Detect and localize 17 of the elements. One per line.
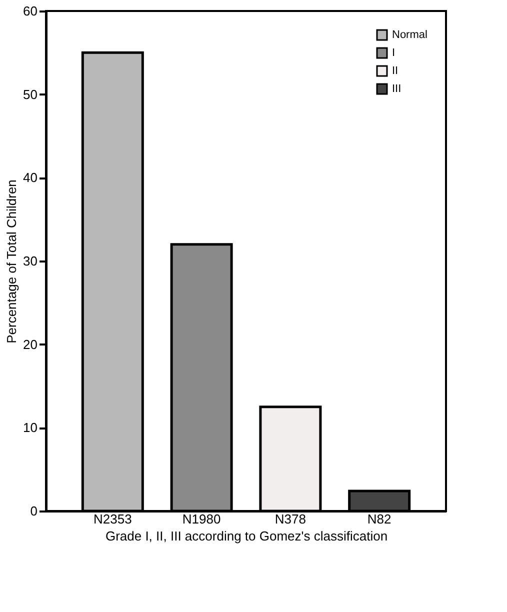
y-tick-label: 0 (30, 504, 38, 518)
legend-label: Normal (392, 29, 428, 41)
x-tick-label: N1980 (182, 512, 221, 526)
legend-label: II (392, 65, 398, 77)
legend-label: III (392, 83, 402, 95)
y-axis-title: Percentage of Total Children (4, 180, 20, 344)
x-tick-label: N2353 (94, 512, 132, 526)
y-tick-label: 30 (23, 254, 38, 268)
y-tick-label: 40 (23, 170, 38, 186)
y-tick-label: 10 (23, 420, 38, 436)
legend-label: I (392, 47, 396, 59)
y-tick-label: 20 (23, 336, 38, 352)
x-axis-title: Grade I, II, III according to Gomez's classification (105, 528, 388, 544)
x-tick-label: N82 (367, 512, 392, 526)
y-tick-label: 50 (23, 86, 38, 102)
x-tick-label: N378 (274, 512, 306, 526)
y-tick-label: 60 (23, 4, 38, 18)
